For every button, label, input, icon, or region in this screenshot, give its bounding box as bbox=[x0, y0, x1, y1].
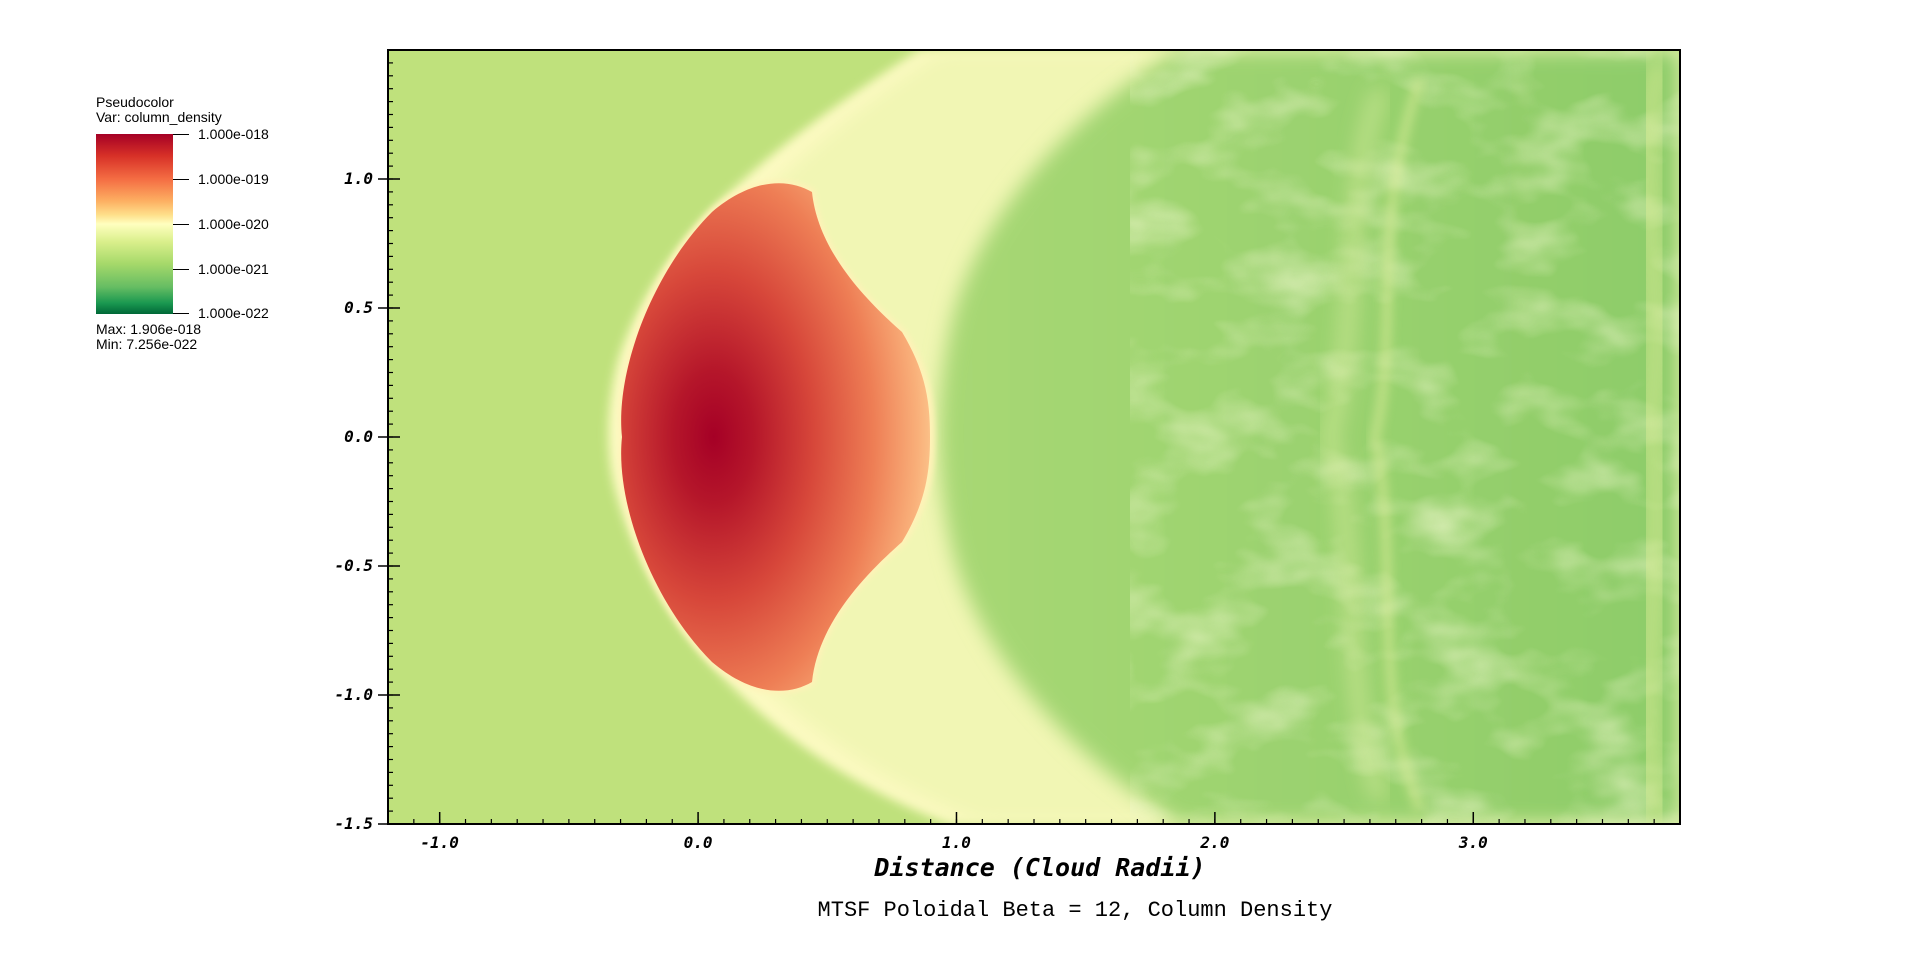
x-tick-label: 1.0 bbox=[942, 833, 971, 852]
x-tick-label: 0.0 bbox=[684, 833, 713, 852]
colorbar-tick bbox=[173, 269, 189, 270]
colorbar-tick bbox=[173, 313, 189, 314]
colorbar-legend: Pseudocolor Var: column_density 1.000e-0… bbox=[96, 94, 296, 364]
colorbar-tick bbox=[173, 134, 189, 135]
colorbar-tick bbox=[173, 224, 189, 225]
y-tick-label: -1.5 bbox=[334, 814, 373, 833]
colorbar-tick-label: 1.000e-020 bbox=[198, 216, 269, 232]
y-tick-label: 0.0 bbox=[344, 427, 373, 446]
colorbar-tick-label: 1.000e-019 bbox=[198, 171, 269, 187]
legend-min-label: Min: 7.256e-022 bbox=[96, 336, 198, 352]
y-tick-label: 1.0 bbox=[344, 169, 373, 188]
legend-title: Pseudocolor bbox=[96, 94, 174, 110]
y-tick-label: -0.5 bbox=[334, 556, 373, 575]
colorbar-tick bbox=[173, 179, 189, 180]
colorbar-tick-label: 1.000e-022 bbox=[198, 305, 269, 321]
legend-max-label: Max: 1.906e-018 bbox=[96, 321, 202, 337]
colorbar bbox=[96, 134, 173, 314]
x-tick-label: 2.0 bbox=[1199, 833, 1229, 852]
x-tick-label: -1.0 bbox=[420, 833, 459, 852]
column-density-field bbox=[388, 50, 1680, 824]
legend-variable: Var: column_density bbox=[96, 109, 222, 125]
x-axis-label: Distance (Cloud Radii) bbox=[873, 853, 1205, 882]
y-tick-label: -1.0 bbox=[334, 685, 373, 704]
colorbar-tick-label: 1.000e-021 bbox=[198, 261, 269, 277]
chart-title: MTSF Poloidal Beta = 12, Column Density bbox=[818, 898, 1333, 923]
y-tick-label: 0.5 bbox=[344, 298, 373, 317]
x-tick-label: 3.0 bbox=[1458, 833, 1488, 852]
colorbar-tick-label: 1.000e-018 bbox=[198, 126, 269, 142]
